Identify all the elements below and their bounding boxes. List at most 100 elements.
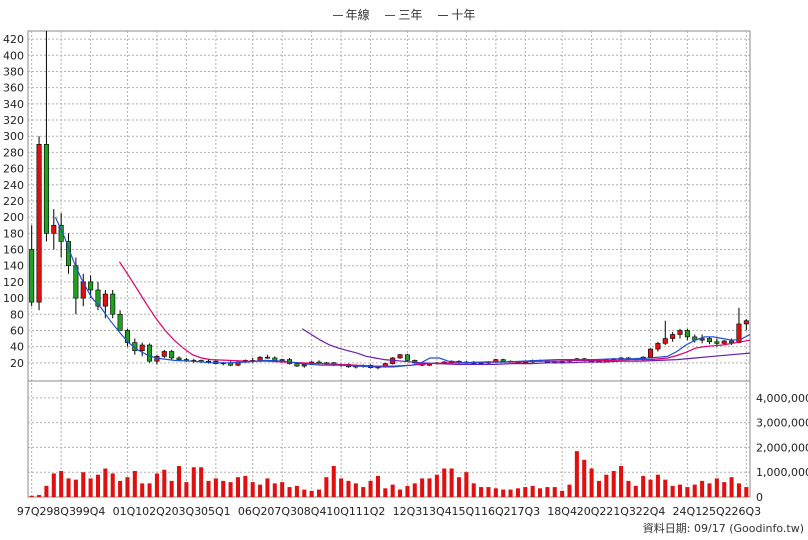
volume-bar — [574, 451, 579, 497]
volume-bar — [677, 484, 683, 497]
volume-bar — [641, 475, 646, 497]
volume-bar — [663, 479, 668, 497]
candle-up — [662, 338, 668, 344]
legend-swatch-ten-year — [438, 15, 449, 16]
x-tick-label: 01Q1 — [113, 505, 143, 518]
volume-bar — [213, 478, 218, 497]
volume-bar — [604, 474, 609, 497]
volume-bar — [66, 478, 71, 497]
price-tick-label: 400 — [3, 49, 24, 62]
volume-bar — [206, 480, 211, 497]
volume-bar — [258, 484, 263, 497]
legend-item-ten-year[interactable]: 十年 — [438, 6, 475, 23]
x-tick-label: 20Q2 — [577, 505, 607, 518]
volume-bar — [464, 472, 469, 497]
x-tick-label: 24Q1 — [673, 505, 703, 518]
legend-item-three-year[interactable]: 三年 — [385, 6, 423, 23]
volume-bar — [346, 480, 351, 497]
volume-bar — [530, 485, 535, 497]
volume-bar — [29, 495, 34, 497]
candle-down — [43, 144, 49, 234]
volume-bar — [582, 459, 587, 497]
volume-bar — [118, 480, 123, 497]
volume-bar — [375, 475, 380, 497]
volume-bar — [420, 478, 425, 497]
x-tick-label: 26Q3 — [731, 505, 761, 518]
volume-bar — [611, 470, 616, 497]
volume-bar — [471, 483, 476, 497]
volume-bar — [184, 482, 189, 497]
candle-down — [706, 338, 712, 343]
data-source-note: 資料日期: 09/17 (Goodinfo.tw) — [642, 522, 804, 535]
price-tick-label: 180 — [3, 227, 24, 240]
volume-bar — [177, 466, 182, 497]
volume-bar — [405, 485, 410, 497]
volume-bar — [353, 483, 358, 497]
candle-up — [670, 334, 676, 339]
volume-bar — [692, 484, 697, 497]
price-tick-label: 120 — [3, 276, 24, 289]
volume-bar — [626, 480, 631, 497]
volume-tick-label: 4,000,000 — [756, 392, 808, 405]
volume-bar — [744, 487, 749, 497]
volume-bar — [140, 483, 145, 497]
volume-bar — [368, 480, 373, 497]
candle-down — [684, 330, 690, 338]
candle-up — [677, 330, 683, 335]
candle-up — [102, 293, 108, 307]
x-tick-label: 02Q2 — [142, 505, 172, 518]
volume-bar — [479, 487, 484, 497]
candle-up — [301, 364, 307, 367]
volume-bar — [162, 469, 167, 497]
plot-frame — [27, 30, 751, 498]
price-tick-label: 260 — [3, 163, 24, 176]
volume-bar — [147, 483, 152, 497]
candle-down — [110, 293, 116, 315]
legend-item-year[interactable]: 年線 — [332, 6, 370, 23]
candle-down — [264, 356, 270, 359]
legend: 年線 三年 十年 — [0, 6, 808, 23]
price-tick-label: 100 — [3, 292, 24, 305]
candle-down — [272, 357, 278, 361]
volume-bar — [280, 482, 285, 497]
volume-bar — [596, 480, 601, 497]
volume-bar — [169, 480, 174, 497]
candle-up — [36, 144, 42, 303]
volume-bar — [560, 490, 565, 497]
price-tick-label: 20 — [10, 357, 24, 370]
volume-bar — [633, 485, 638, 497]
candle-up — [139, 344, 145, 351]
x-tick-label: 11Q2 — [356, 505, 386, 518]
volume-bar — [95, 474, 101, 497]
volume-bar — [545, 487, 550, 497]
x-tick-label: 17Q3 — [510, 505, 540, 518]
x-tick-label: 25Q2 — [702, 505, 732, 518]
x-tick-label: 06Q2 — [238, 505, 268, 518]
candle-down — [147, 344, 153, 362]
volume-bar — [73, 479, 78, 497]
three-year-ma-line — [118, 261, 751, 367]
volume-bar — [655, 474, 660, 497]
volume-bar — [383, 488, 388, 497]
volume-bar — [434, 474, 439, 497]
candle-down — [714, 341, 720, 344]
volume-bar — [228, 482, 233, 497]
price-tick-label: 200 — [3, 211, 24, 224]
volume-bar — [331, 466, 336, 497]
volume-bar — [707, 483, 712, 497]
x-tick-label: 10Q1 — [326, 505, 356, 518]
x-tick-label: 05Q1 — [201, 505, 231, 518]
volume-bar — [729, 477, 734, 497]
volume-bar — [493, 488, 498, 497]
candle-up — [478, 362, 484, 365]
volume-tick-label: 0 — [756, 491, 763, 504]
candle-down — [729, 340, 735, 343]
x-tick-label: 07Q3 — [267, 505, 297, 518]
candle-down — [169, 351, 175, 359]
volume-bar — [427, 478, 432, 497]
volume-bar — [714, 478, 719, 497]
x-tick-label: 03Q3 — [172, 505, 202, 518]
volume-bar — [103, 468, 108, 497]
candle-up — [279, 359, 285, 361]
